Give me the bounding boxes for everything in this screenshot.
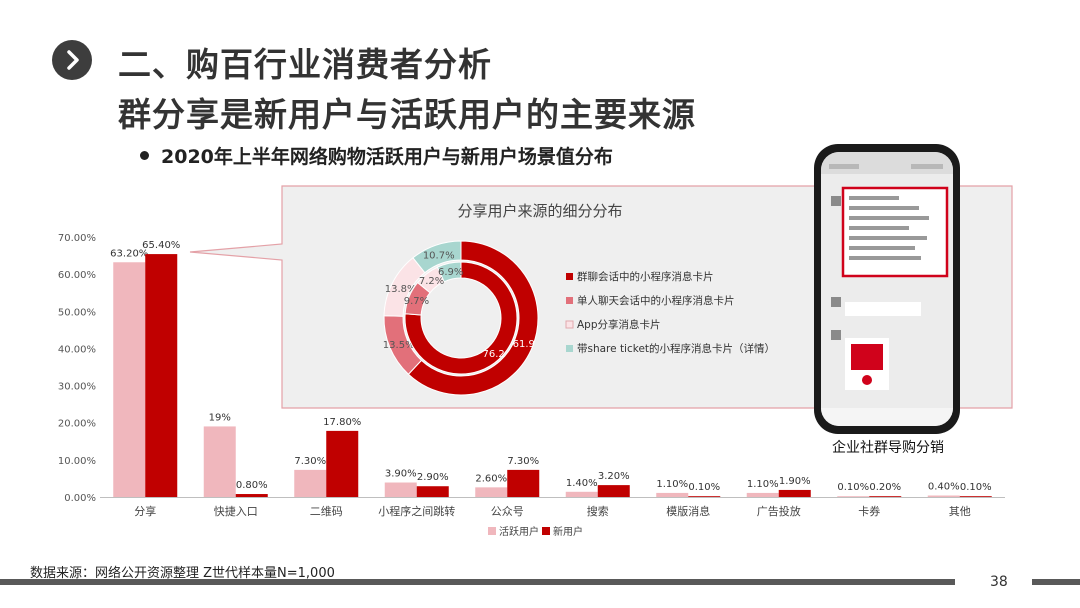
bar-data-label: 3.20% [598, 471, 630, 482]
legend-label: 活跃用户 [499, 525, 539, 538]
footer-divider [0, 579, 955, 585]
bar-active-user [837, 496, 870, 497]
x-tick-label: 其他 [949, 505, 971, 518]
donut-data-label: 61.9 [513, 339, 535, 350]
x-tick-label: 搜索 [587, 504, 609, 518]
y-tick-label: 70.00% [58, 233, 96, 244]
data-source-note: 数据来源：网络公开资源整理 Z世代样本量N=1,000 [30, 566, 335, 581]
x-tick-label: 卡券 [858, 504, 880, 518]
bar-data-label: 1.10% [656, 479, 688, 490]
bar-new-user [688, 496, 721, 497]
donut-slice-outer [412, 240, 462, 274]
y-tick-label: 40.00% [58, 344, 96, 355]
donut-legend-label: 带share ticket的小程序消息卡片（详情） [577, 342, 775, 355]
donut-title: 分享用户来源的细分分布 [457, 202, 622, 220]
footer-divider-right [1032, 579, 1080, 585]
page-subtitle: 群分享是新用户与活跃用户的主要来源 [118, 95, 696, 134]
donut-legend-label: 群聊会话中的小程序消息卡片 [577, 270, 714, 283]
bar-data-label: 3.90% [385, 469, 417, 480]
bar-data-label: 0.20% [869, 482, 901, 493]
chat-screenshot-illustration [821, 152, 953, 426]
donut-data-label: 76.2 [483, 349, 505, 360]
legend-swatch [488, 527, 496, 535]
bar-new-user [869, 496, 902, 497]
x-tick-label: 小程序之间跳转 [378, 504, 455, 518]
legend-label: 新用户 [553, 525, 583, 538]
donut-slice-inner [404, 261, 518, 375]
bar-active-user [384, 482, 417, 497]
bar-data-label: 7.30% [294, 456, 326, 467]
bar-active-user [927, 495, 960, 497]
donut-data-label: 7.2% [419, 276, 444, 287]
donut-data-label: 13.5% [383, 340, 415, 351]
bar-data-label: 63.20% [110, 248, 148, 259]
bar-active-user [294, 469, 327, 497]
bar-data-label: 65.40% [142, 240, 180, 251]
next-arrow-button[interactable] [52, 40, 92, 80]
donut-data-label: 9.7% [404, 296, 429, 307]
donut-legend-swatch [566, 273, 573, 280]
bar-active-user [656, 492, 689, 497]
page-title: 二、购百行业消费者分析 [118, 45, 492, 84]
y-tick-label: 0.00% [64, 493, 96, 504]
bar-new-user [778, 489, 811, 497]
bar-data-label: 0.10% [688, 482, 720, 493]
donut-legend-label: 单人聊天会话中的小程序消息卡片 [577, 294, 735, 307]
bar-data-label: 17.80% [323, 417, 361, 428]
y-tick-label: 60.00% [58, 270, 96, 281]
bar-data-label: 1.10% [747, 479, 779, 490]
donut-legend-label: App分享消息卡片 [577, 318, 661, 331]
bar-new-user [145, 254, 178, 497]
y-tick-label: 20.00% [58, 419, 96, 430]
y-tick-label: 50.00% [58, 307, 96, 318]
bar-data-label: 2.60% [475, 473, 507, 484]
bar-data-label: 19% [209, 412, 231, 423]
donut-slice-inner [436, 261, 462, 283]
bar-new-user [326, 430, 359, 497]
phone-mockup [814, 144, 960, 434]
phone-screen [821, 152, 953, 426]
legend-swatch [542, 527, 550, 535]
bar-data-label: 7.30% [507, 456, 539, 467]
x-tick-label: 广告投放 [757, 504, 801, 518]
bar-active-user [475, 487, 508, 497]
bar-data-label: 2.90% [417, 472, 449, 483]
bullet-icon [140, 151, 149, 160]
y-tick-label: 30.00% [58, 382, 96, 393]
bar-new-user [235, 494, 268, 497]
page-number: 38 [990, 574, 1008, 590]
donut-legend-swatch [565, 320, 574, 329]
bullet-text: 2020年上半年网络购物活跃用户与新用户场景值分布 [161, 146, 613, 168]
bar-active-user [113, 262, 146, 497]
y-tick-label: 10.00% [58, 456, 96, 467]
bar-data-label: 1.90% [779, 476, 811, 487]
phone-caption: 企业社群导购分销 [832, 440, 944, 456]
x-tick-label: 分享 [134, 504, 156, 518]
donut-legend-swatch [566, 297, 573, 304]
donut-slice-outer [407, 240, 539, 396]
x-tick-label: 快捷入口 [214, 504, 258, 518]
bar-active-user [746, 492, 779, 497]
bar-new-user [959, 496, 992, 497]
bar-new-user [597, 485, 630, 497]
bar-data-label: 0.10% [960, 482, 992, 493]
bar-data-label: 1.40% [566, 478, 598, 489]
bar-data-label: 0.10% [837, 482, 869, 493]
bar-data-label: 0.40% [928, 482, 960, 493]
chevron-right-icon [67, 50, 79, 70]
donut-data-label: 13.8% [385, 284, 417, 295]
donut-data-label: 6.9% [438, 267, 463, 278]
x-tick-label: 公众号 [491, 505, 524, 518]
bullet-heading: 2020年上半年网络购物活跃用户与新用户场景值分布 [140, 142, 613, 169]
x-tick-label: 二维码 [310, 505, 343, 518]
donut-data-label: 10.7% [423, 250, 455, 261]
bar-active-user [565, 491, 598, 497]
bar-active-user [203, 426, 236, 497]
donut-legend-swatch [566, 345, 573, 352]
bar-data-label: 0.80% [236, 480, 268, 491]
bar-new-user [416, 486, 449, 497]
bar-new-user [507, 469, 540, 497]
x-tick-label: 模版消息 [666, 504, 710, 518]
